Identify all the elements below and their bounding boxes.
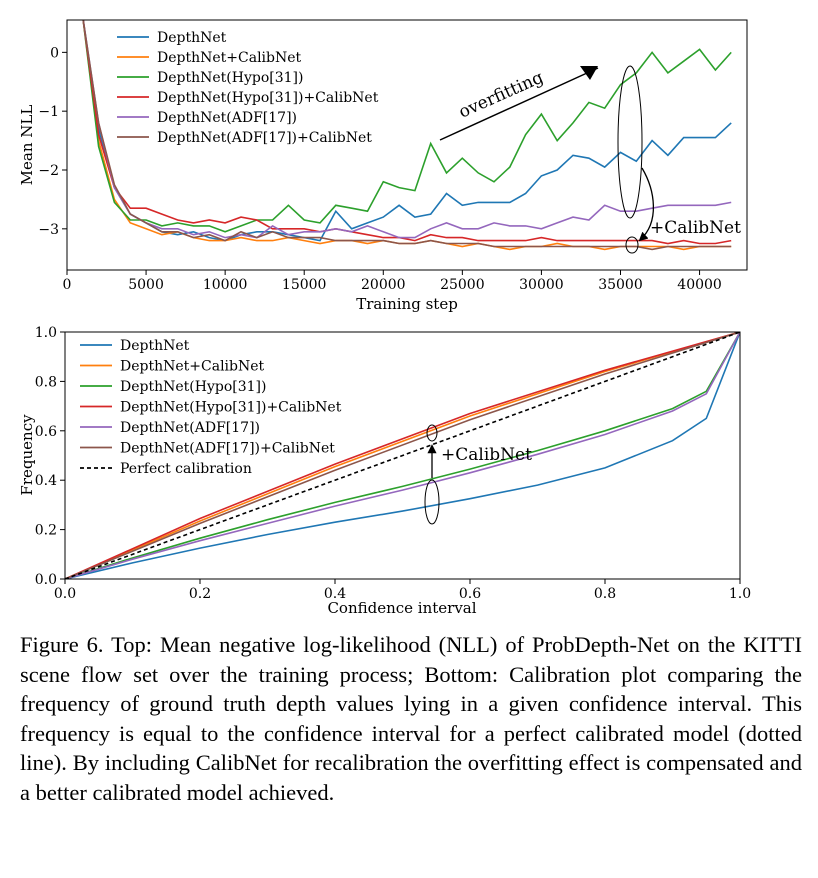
x-tick-label: 0.8 (594, 586, 616, 602)
overfitting-arrow-head (580, 66, 598, 80)
series-line-2 (82, 20, 732, 233)
x-tick-label: 5000 (128, 277, 164, 293)
calib-ellipse (625, 236, 639, 254)
y-tick-label: −3 (38, 222, 59, 238)
overfitting-arrow (439, 67, 599, 141)
y-tick-label: 1.0 (35, 325, 57, 341)
legend-label: DepthNet(ADF[17]) (120, 420, 260, 436)
calibnet-label: +CalibNet (441, 445, 532, 465)
calibnet-label: +CalibNet (650, 218, 741, 238)
x-tick-label: 0.0 (54, 586, 76, 602)
x-tick-label: 25000 (440, 277, 485, 293)
series-line-4 (82, 20, 732, 239)
legend-label: DepthNet(Hypo[31])+CalibNet (120, 400, 342, 416)
legend-label: DepthNet(ADF[17]) (157, 110, 297, 126)
y-tick-label: 0.2 (35, 523, 57, 539)
legend-label: DepthNet+CalibNet (120, 359, 265, 375)
legend-label: DepthNet(ADF[17])+CalibNet (157, 130, 372, 146)
y-tick-label: −2 (38, 163, 59, 179)
legend-label: DepthNet+CalibNet (157, 50, 302, 66)
y-tick-label: 0.8 (35, 374, 57, 390)
legend-label: DepthNet(ADF[17])+CalibNet (120, 441, 335, 457)
figure: 0 5000 10000 15000 20000 25000 30000 35000 40000… (18, 19, 751, 617)
series-line-5 (65, 332, 740, 579)
legend-label: DepthNet (120, 338, 190, 354)
figure-caption: Figure 6. Top: Mean negative log-likelih… (20, 632, 802, 805)
x-tick-label: 35000 (598, 277, 643, 293)
y-axis-label: Frequency (18, 414, 36, 496)
x-tick-label: 40000 (677, 277, 722, 293)
x-tick-label: 0.6 (459, 586, 481, 602)
x-axis-label: Confidence interval (327, 599, 476, 617)
y-axis-label: Mean NLL (18, 105, 36, 186)
legend-label: DepthNet (157, 30, 227, 46)
overfit-ellipse (617, 65, 643, 219)
series-line-6 (65, 332, 740, 579)
nll-chart: 0 5000 10000 15000 20000 25000 30000 35000 40000… (18, 19, 748, 313)
y-tick-label: 0 (50, 45, 59, 61)
uncalib-ellipse (424, 479, 440, 525)
x-tick-label: 15000 (282, 277, 327, 293)
y-tick-label: 0.0 (35, 572, 57, 588)
series-line-5 (82, 20, 732, 251)
y-tick-label: 0.4 (35, 473, 57, 489)
calib-ellipse (426, 424, 438, 442)
legend-label: DepthNet(Hypo[31]) (157, 70, 303, 86)
overfitting-label: overfitting (456, 68, 547, 123)
x-tick-label: 0.4 (324, 586, 346, 602)
series-line-1 (65, 332, 740, 579)
legend-label: DepthNet(Hypo[31]) (120, 379, 266, 395)
x-tick-label: 10000 (203, 277, 248, 293)
series-line-0 (65, 332, 740, 579)
x-tick-label: 30000 (519, 277, 564, 293)
legend-label: DepthNet(Hypo[31])+CalibNet (157, 90, 379, 106)
series-line-3 (82, 20, 732, 245)
series-line-2 (65, 332, 740, 579)
y-tick-label: 0.6 (35, 424, 57, 440)
plot-frame (64, 331, 741, 580)
series-line-4 (65, 332, 740, 579)
series-line-0 (82, 20, 732, 242)
x-tick-label: 1.0 (729, 586, 751, 602)
legend: DepthNet DepthNet+CalibNet DepthNet(Hypo[3… (117, 30, 379, 146)
x-tick-label: 0.2 (189, 586, 211, 602)
calibnet-arrow (638, 167, 655, 242)
legend: DepthNet DepthNet+CalibNet DepthNet(Hypo[3… (80, 338, 342, 477)
x-tick-label: 0 (63, 277, 72, 293)
x-axis-label: Training step (356, 295, 458, 313)
x-tick-label: 20000 (361, 277, 406, 293)
calibration-chart: 0.0 0.2 0.4 0.6 0.8 1.0 0.0 0.2 0.4 0.6 0.8 1.0 Con… (18, 325, 751, 617)
y-tick-label: −1 (38, 104, 59, 120)
plot-frame (66, 19, 748, 271)
legend-label: Perfect calibration (120, 461, 252, 477)
series-line-3 (65, 332, 740, 579)
